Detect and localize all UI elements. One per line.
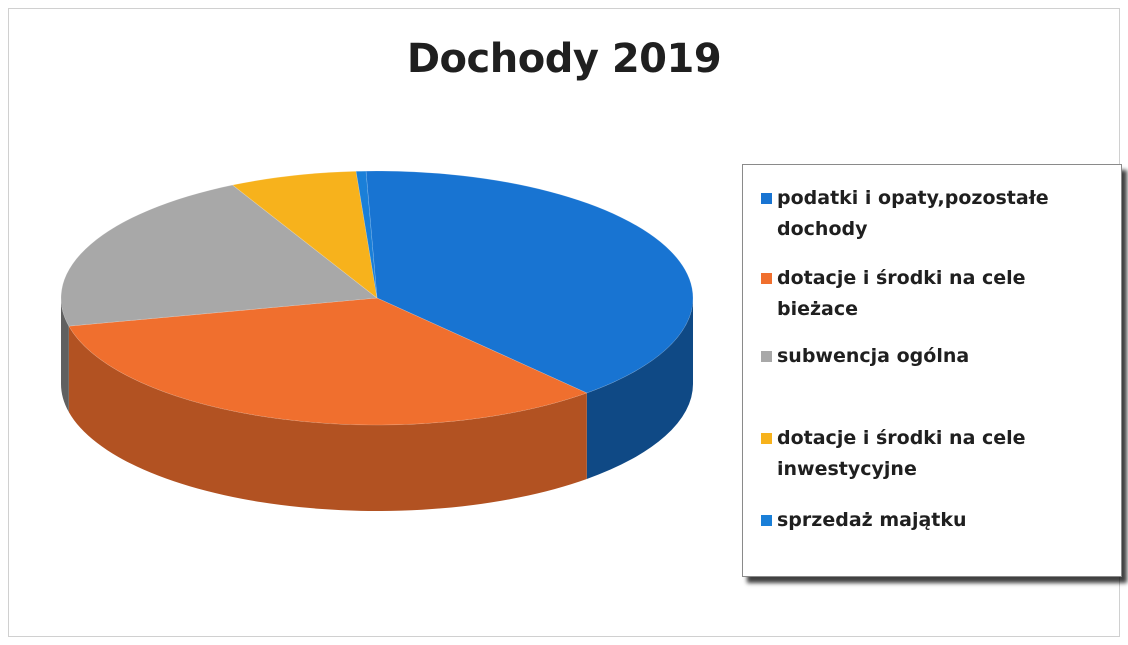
legend-swatch-0: [761, 193, 772, 204]
pie-slice-2: [60, 184, 378, 327]
legend-swatch-2: [761, 351, 772, 362]
legend-item-2: subwencja ogólna: [761, 341, 1111, 372]
pie-slice-side-1: [68, 326, 587, 511]
legend-item-4: sprzedaż majątku: [761, 505, 1111, 536]
legend-label-1: dotacje i środki na cele bieżace: [777, 267, 1026, 320]
pie-slice-side-2: [61, 298, 69, 413]
chart-title: Dochody 2019: [406, 36, 722, 82]
legend-swatch-1: [761, 273, 772, 284]
legend-label-3: dotacje i środki na cele inwestycyjne: [777, 427, 1026, 480]
legend-swatch-4: [761, 515, 772, 526]
pie-slice-4: [355, 170, 378, 299]
legend-label-4: sprzedaż majątku: [777, 509, 967, 531]
legend-label-2: subwencja ogólna: [777, 345, 970, 367]
legend-swatch-3: [761, 433, 772, 444]
legend-item-0: podatki i opaty,pozostałe dochody: [761, 183, 1111, 245]
pie-slice-side-0: [586, 298, 693, 479]
legend-item-3: dotacje i środki na cele inwestycyjne: [761, 423, 1111, 485]
legend: podatki i opaty,pozostałe dochody dotacj…: [742, 164, 1122, 577]
pie-slice-3: [231, 170, 378, 299]
legend-label-0: podatki i opaty,pozostałe dochody: [777, 187, 1049, 240]
legend-item-1: dotacje i środki na cele bieżace: [761, 263, 1111, 325]
pie-slice-0: [365, 170, 694, 394]
pie-slice-1: [68, 297, 588, 426]
